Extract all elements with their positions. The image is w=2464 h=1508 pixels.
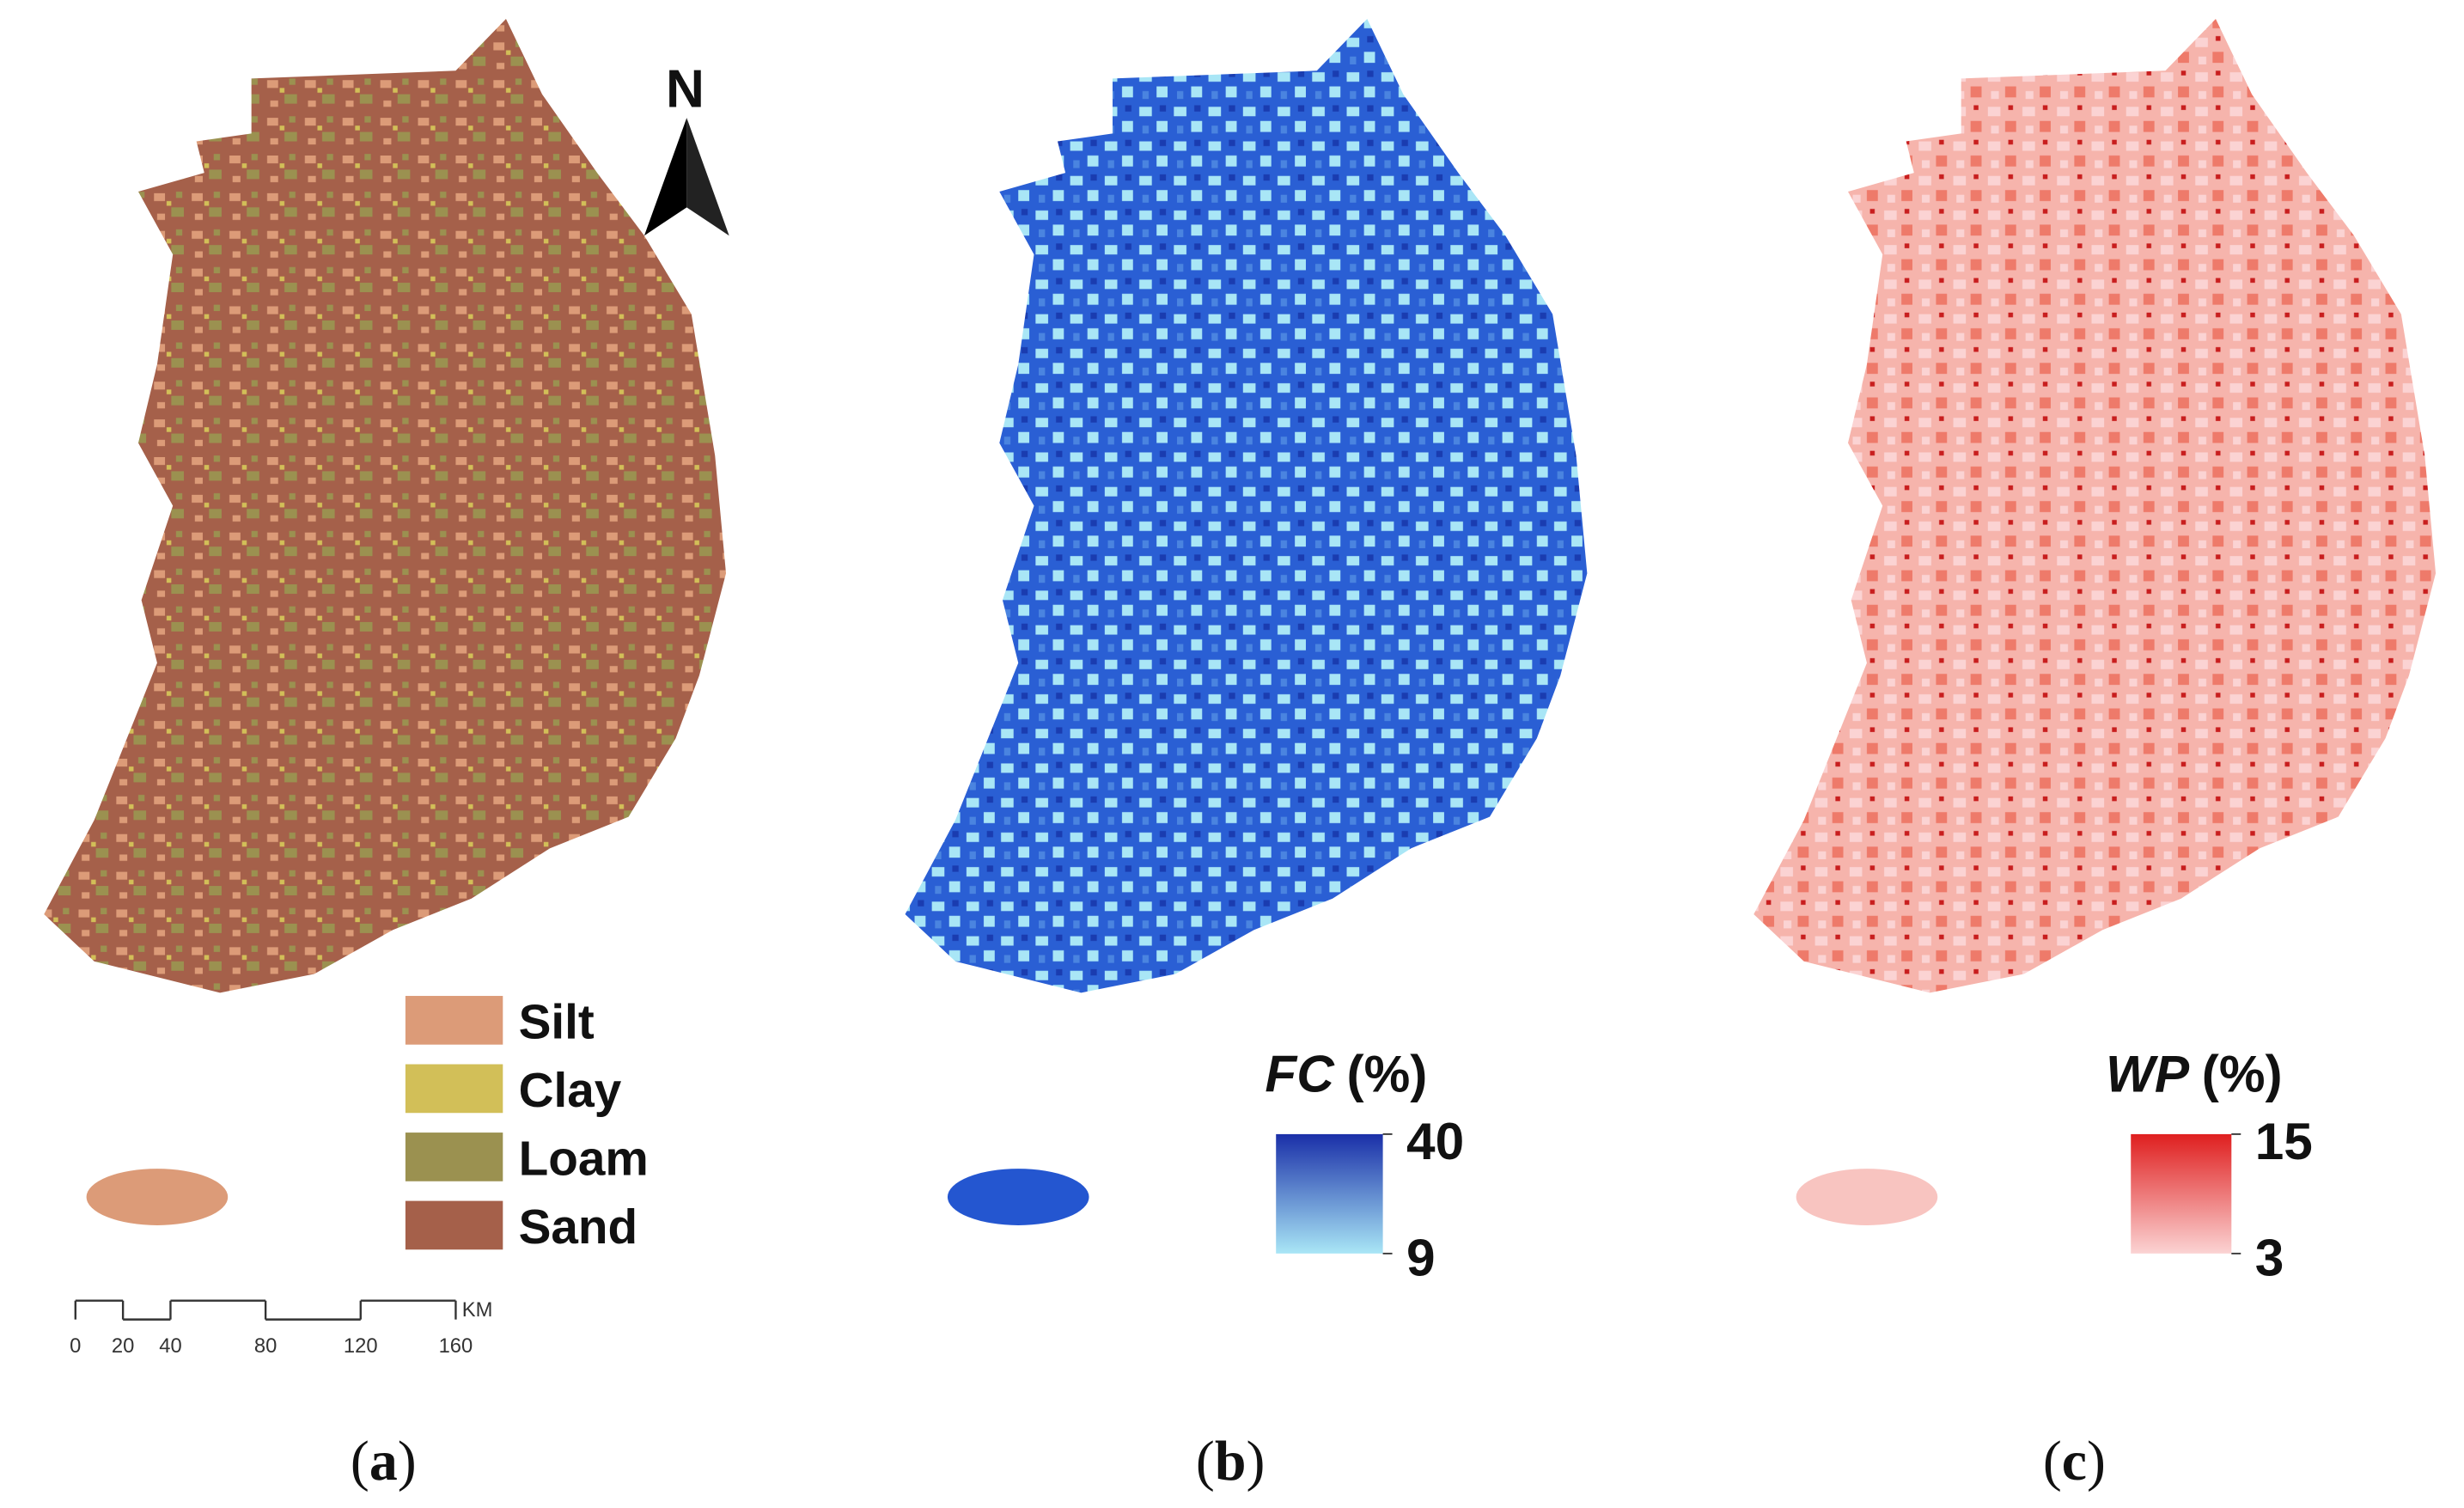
caption-part: ) — [1246, 1430, 1265, 1493]
legend-swatch — [405, 1133, 503, 1181]
panel-caption: (b) — [1196, 1430, 1265, 1493]
scale-unit: KM — [462, 1298, 493, 1322]
scale-tick-label: 20 — [112, 1334, 134, 1358]
scale-tick-label: 80 — [254, 1334, 277, 1358]
legend-swatch — [405, 1200, 503, 1250]
colorbar-unit: (%) — [1346, 1045, 1427, 1103]
north-arrow: N — [643, 59, 729, 236]
map-a — [44, 18, 727, 1225]
colorbar — [2131, 1133, 2232, 1254]
caption-part: ( — [1196, 1430, 1215, 1493]
caption-part: c — [2062, 1430, 2087, 1493]
colorbar-max-label: 15 — [2255, 1112, 2313, 1170]
colorbar — [1276, 1133, 1383, 1254]
scale-tick-label: 120 — [344, 1334, 378, 1358]
scale-bar: 0 20 40 80 120 160 KM — [70, 1298, 492, 1358]
legend-label: Loam — [519, 1132, 649, 1186]
caption-part: ) — [398, 1430, 417, 1493]
panel-caption: (a) — [351, 1430, 417, 1493]
scale-tick-label: 0 — [70, 1334, 81, 1358]
legend-swatch — [405, 996, 503, 1045]
legend-label: Clay — [519, 1064, 622, 1118]
caption-part: ( — [351, 1430, 369, 1493]
panel-caption: (c) — [2043, 1430, 2106, 1493]
colorbar-variable: WP — [2106, 1045, 2190, 1103]
scale-tick-label: 40 — [159, 1334, 181, 1358]
north-label: N — [666, 59, 704, 119]
legend-label: Silt — [519, 995, 595, 1049]
colorbar-unit: (%) — [2202, 1045, 2283, 1103]
colorbar-variable: FC — [1265, 1045, 1335, 1103]
caption-part: a — [369, 1430, 398, 1493]
colorbar-min-label: 3 — [2255, 1228, 2284, 1286]
scale-tick-label: 160 — [439, 1334, 473, 1358]
map-c — [1753, 18, 2437, 1225]
legend: Silt Clay Loam Sand — [405, 995, 649, 1255]
colorbar-min-label: 9 — [1406, 1228, 1436, 1286]
scale-bar-line — [75, 1299, 456, 1321]
captions: (a) (b) (c) — [351, 1430, 2106, 1493]
colorbar-title: WP (%) — [2106, 1045, 2283, 1103]
caption-part: ) — [2087, 1430, 2106, 1493]
colorbar-title: FC (%) — [1265, 1045, 1427, 1103]
colorbar-max-label: 40 — [1406, 1112, 1464, 1170]
legend-label: Sand — [519, 1200, 638, 1255]
legend-swatch — [405, 1064, 503, 1114]
map-b — [905, 18, 1588, 1225]
caption-part: b — [1215, 1430, 1247, 1493]
caption-part: ( — [2043, 1430, 2062, 1493]
